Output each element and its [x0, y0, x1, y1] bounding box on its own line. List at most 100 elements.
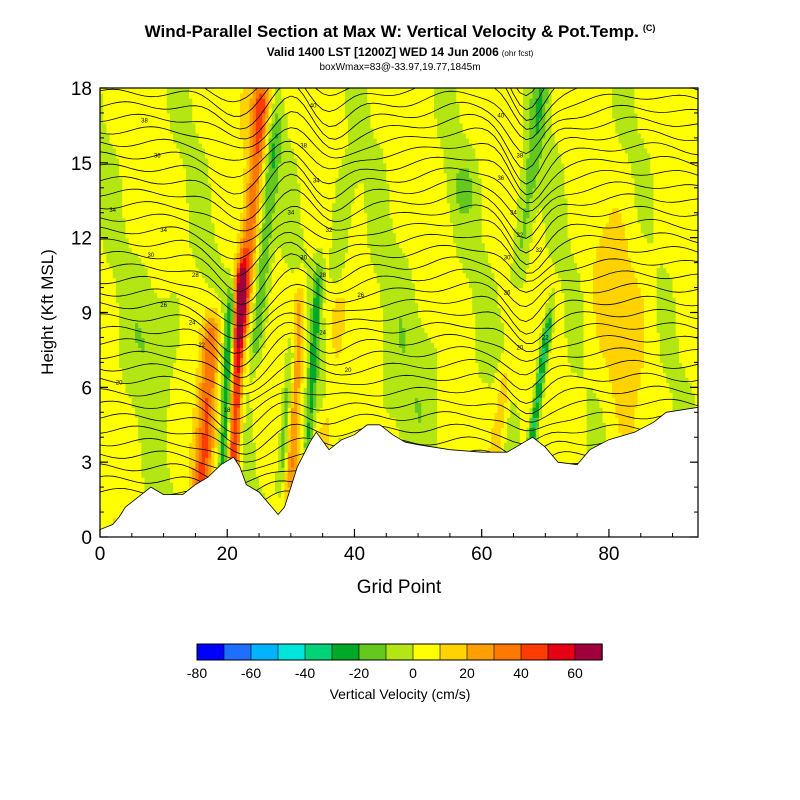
field-cell	[224, 382, 228, 388]
field-cell	[201, 342, 206, 349]
field-cell	[106, 502, 111, 508]
field-cell	[112, 362, 117, 368]
field-cell	[109, 477, 114, 483]
field-cell	[224, 447, 228, 453]
field-cell	[169, 462, 174, 468]
field-cell	[252, 357, 257, 363]
field-cell	[157, 462, 162, 468]
field-cell	[166, 137, 171, 144]
field-cell	[252, 222, 257, 229]
field-cell	[157, 467, 162, 473]
field-cell	[227, 407, 232, 413]
field-cell	[255, 277, 260, 284]
field-cell	[233, 412, 238, 418]
field-cell	[106, 272, 111, 279]
field-cell	[166, 97, 171, 104]
field-cell	[220, 327, 225, 334]
field-cell	[204, 292, 209, 299]
field-cell	[163, 107, 168, 114]
field-cell	[144, 247, 149, 254]
field-cell	[182, 487, 187, 493]
field-cell	[246, 402, 251, 408]
field-cell	[220, 422, 225, 428]
field-cell	[100, 497, 104, 503]
field-cell	[119, 157, 123, 164]
field-cell	[265, 187, 270, 194]
field-cell	[163, 122, 168, 129]
field-cell	[179, 247, 184, 254]
field-cell	[239, 97, 244, 104]
field-cell	[255, 262, 260, 269]
field-cell	[134, 392, 139, 398]
field-cell	[106, 252, 111, 259]
field-cell	[198, 122, 203, 129]
field-cell	[176, 377, 181, 383]
field-cell	[185, 477, 190, 483]
field-cell	[265, 387, 270, 393]
field-cell	[134, 257, 139, 264]
field-cell	[157, 477, 162, 483]
field-cell	[195, 412, 200, 418]
field-cell	[217, 252, 222, 259]
field-cell	[122, 377, 127, 383]
field-cell	[163, 207, 168, 214]
field-cell	[122, 177, 127, 184]
field-cell	[141, 477, 146, 483]
field-cell	[265, 437, 270, 443]
field-cell	[173, 102, 177, 109]
field-cell	[198, 107, 203, 114]
field-cell	[249, 432, 254, 438]
field-cell	[189, 437, 193, 443]
field-cell	[185, 272, 190, 279]
field-cell	[109, 307, 114, 314]
field-cell	[106, 152, 111, 159]
field-cell	[141, 362, 146, 368]
field-cell	[128, 247, 133, 254]
field-cell	[138, 317, 142, 324]
field-cell	[103, 402, 107, 408]
field-cell	[233, 242, 238, 249]
field-cell	[154, 437, 158, 443]
field-cell	[125, 427, 130, 433]
field-cell	[176, 422, 181, 428]
field-cell	[192, 302, 197, 309]
field-cell	[100, 347, 104, 354]
field-cell	[115, 427, 120, 433]
field-cell	[265, 377, 270, 383]
field-cell	[176, 347, 181, 354]
field-cell	[141, 242, 146, 249]
field-cell	[103, 447, 107, 453]
field-cell	[144, 372, 149, 378]
field-cell	[115, 287, 120, 294]
field-cell	[271, 422, 276, 428]
field-cell	[157, 147, 162, 154]
field-cell	[243, 457, 247, 463]
field-cell	[119, 207, 123, 214]
field-cell	[163, 407, 168, 413]
field-cell	[150, 337, 155, 344]
field-cell	[262, 372, 266, 378]
field-cell	[169, 372, 174, 378]
field-cell	[236, 362, 241, 368]
field-cell	[255, 142, 260, 149]
field-cell	[217, 287, 222, 294]
field-cell	[255, 177, 260, 184]
field-cell	[147, 402, 152, 408]
field-cell	[243, 372, 247, 378]
field-cell	[173, 297, 177, 304]
field-cell	[271, 162, 276, 169]
field-cell	[119, 342, 123, 349]
field-cell	[192, 227, 197, 234]
field-cell	[217, 107, 222, 114]
field-cell	[157, 242, 162, 249]
field-cell	[173, 437, 177, 443]
field-cell	[100, 307, 104, 314]
field-cell	[160, 332, 165, 339]
field-cell	[138, 122, 142, 129]
field-cell	[211, 322, 216, 329]
field-cell	[103, 262, 107, 269]
field-cell	[227, 127, 232, 134]
field-cell	[138, 152, 142, 159]
field-cell	[204, 132, 209, 139]
field-cell	[160, 357, 165, 363]
